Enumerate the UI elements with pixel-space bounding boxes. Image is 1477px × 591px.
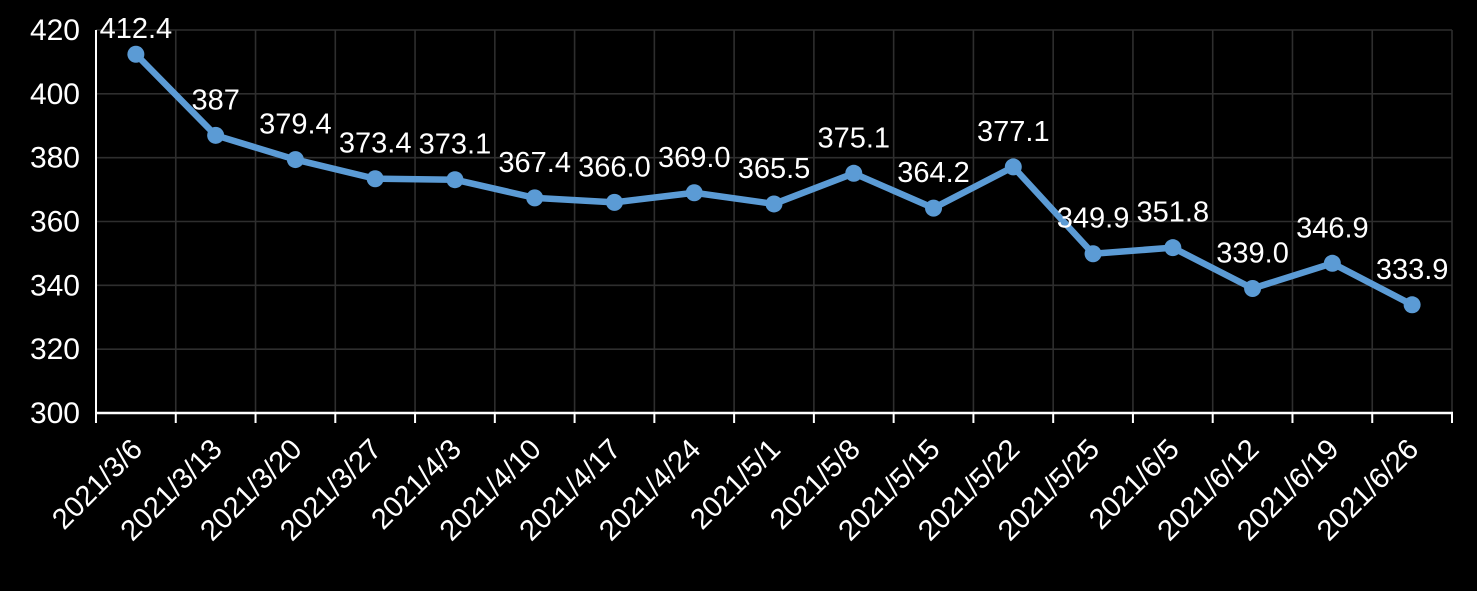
data-point-label: 387: [191, 84, 239, 116]
data-point-marker: [1244, 280, 1262, 298]
data-point-label: 373.1: [419, 129, 492, 161]
data-point-label: 366.0: [578, 151, 651, 183]
y-tick-label: 420: [30, 14, 80, 47]
data-point-label: 346.9: [1296, 212, 1369, 244]
data-point-label: 373.4: [339, 128, 412, 160]
data-point-marker: [526, 189, 544, 207]
data-point-marker: [1004, 158, 1022, 176]
y-tick-label: 400: [30, 78, 80, 111]
data-point-label: 349.9: [1057, 203, 1130, 235]
y-tick-label: 360: [30, 206, 80, 239]
data-point-label: 367.4: [498, 147, 571, 179]
data-point-label: 375.1: [817, 122, 890, 154]
data-point-marker: [1084, 245, 1102, 263]
data-point-marker: [1403, 296, 1421, 314]
data-point-marker: [286, 151, 304, 169]
data-point-label: 412.4: [100, 13, 173, 45]
y-tick-label: 300: [30, 397, 80, 430]
y-tick-label: 380: [30, 142, 80, 175]
data-point-label: 351.8: [1137, 197, 1210, 229]
data-point-label: 369.0: [658, 142, 731, 174]
data-point-marker: [685, 184, 703, 202]
data-point-label: 377.1: [977, 116, 1050, 148]
data-point-label: 379.4: [259, 109, 332, 141]
data-point-label: 339.0: [1216, 238, 1289, 270]
data-point-marker: [845, 164, 863, 182]
data-point-label: 364.2: [897, 157, 970, 189]
data-point-marker: [127, 45, 145, 63]
data-point-label: 365.5: [738, 153, 811, 185]
data-point-marker: [207, 126, 225, 144]
data-point-marker: [366, 170, 384, 188]
data-point-marker: [1323, 254, 1341, 272]
data-point-marker: [765, 195, 783, 213]
y-tick-label: 320: [30, 333, 80, 366]
y-tick-label: 340: [30, 269, 80, 302]
data-point-marker: [925, 199, 943, 217]
data-point-marker: [605, 193, 623, 211]
data-point-label: 333.9: [1376, 254, 1449, 286]
data-point-marker: [1164, 239, 1182, 257]
data-point-marker: [446, 171, 464, 189]
